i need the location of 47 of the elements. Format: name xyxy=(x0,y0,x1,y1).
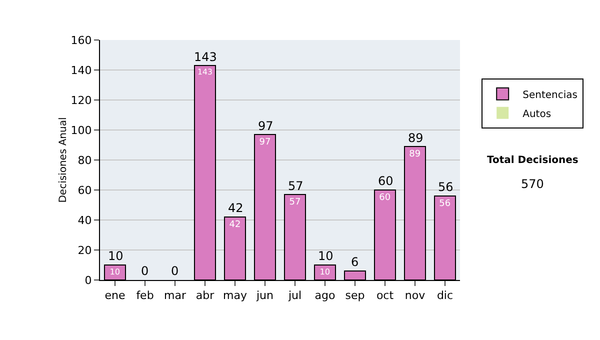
data-label: 10 xyxy=(110,266,120,276)
y-axis-title: Decisiones Anual xyxy=(58,117,69,203)
total-label: 60 xyxy=(378,174,394,188)
data-label: 60 xyxy=(379,193,391,203)
x-tick-label: jul xyxy=(287,289,302,302)
data-label: 97 xyxy=(259,138,271,148)
total-label: 42 xyxy=(228,201,244,215)
total-label: 89 xyxy=(408,131,424,145)
x-tick-label: ene xyxy=(104,289,126,302)
total-label: 10 xyxy=(108,249,124,263)
x-tick-label: dic xyxy=(436,289,454,302)
x-tick-label: sep xyxy=(345,289,365,302)
y-tick-label: 20 xyxy=(78,244,92,257)
total-label: 0 xyxy=(141,264,149,278)
y-tick-label: 100 xyxy=(70,124,92,137)
total-label: 143 xyxy=(194,50,217,64)
y-tick-label: 80 xyxy=(78,154,92,167)
y-tick-label: 140 xyxy=(70,64,92,77)
y-tick-label: 0 xyxy=(84,274,92,287)
x-tick-label: jun xyxy=(256,289,274,302)
total-label: 6 xyxy=(351,255,359,269)
y-tick-label: 120 xyxy=(70,94,92,107)
x-tick-label: nov xyxy=(404,289,426,302)
legend-label: Autos xyxy=(522,108,552,120)
data-label: 42 xyxy=(229,220,241,230)
y-tick-label: 40 xyxy=(78,214,92,227)
total-label: 97 xyxy=(258,119,274,133)
data-label: 89 xyxy=(409,150,421,160)
text: 570 xyxy=(521,177,544,191)
y-tick-label: 60 xyxy=(78,184,92,197)
x-tick-label: abr xyxy=(196,289,215,302)
total-label: 0 xyxy=(171,264,179,278)
data-label: 57 xyxy=(289,198,301,208)
data-label: 56 xyxy=(439,199,451,209)
y-tick-label: 160 xyxy=(70,34,92,47)
text: Total Decisiones xyxy=(487,155,578,166)
data-label: 143 xyxy=(198,68,212,77)
data-label: 10 xyxy=(320,266,330,276)
legend-label: Sentencias xyxy=(522,90,578,101)
x-tick-label: feb xyxy=(136,289,154,302)
total-label: 57 xyxy=(288,179,304,193)
total-label: 10 xyxy=(318,249,334,263)
x-tick-label: ago xyxy=(314,289,336,302)
x-tick-label: may xyxy=(223,289,248,302)
total-label: 56 xyxy=(438,180,454,194)
x-tick-label: oct xyxy=(376,289,394,302)
x-tick-label: mar xyxy=(164,289,186,302)
